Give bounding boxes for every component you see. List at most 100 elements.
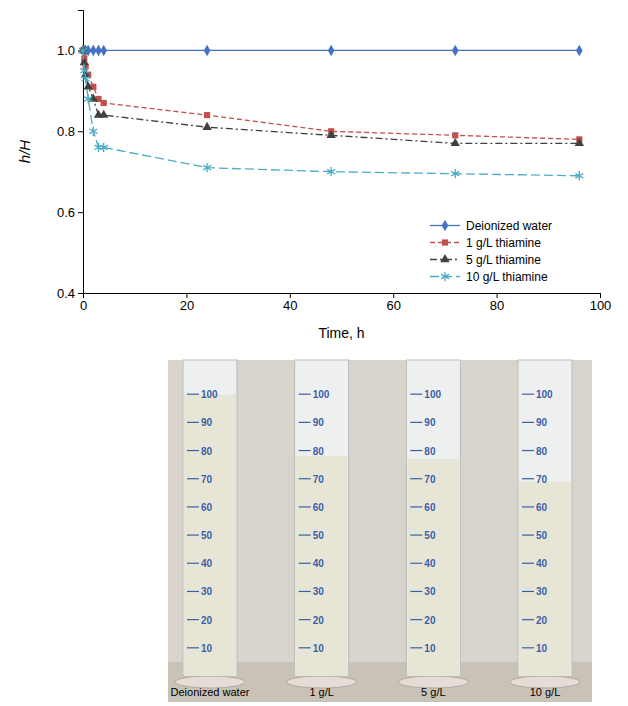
series-marker	[100, 143, 108, 152]
turbid-layer	[519, 482, 571, 676]
cylinder-label: Deionized water	[171, 686, 250, 698]
series-marker	[328, 45, 335, 56]
x-axis: 0 20 40 60 80 100	[80, 293, 611, 313]
y-tick-mark	[78, 293, 83, 294]
series-marker	[203, 163, 211, 172]
scale-tick	[187, 450, 199, 451]
scale-label: 50	[536, 530, 548, 541]
legend-marker	[442, 220, 449, 231]
scale-label: 40	[313, 558, 325, 569]
series-marker	[83, 81, 92, 89]
scale-label: 10	[536, 643, 548, 654]
y-tick-label: 0.4	[57, 286, 75, 301]
scale-tick	[522, 647, 534, 648]
scale-tick	[410, 450, 422, 451]
legend: Deionized water1 g/L thiamine5 g/L thiam…	[430, 219, 552, 284]
scale-tick	[410, 422, 422, 423]
y-tick-label: 1.0	[57, 43, 75, 58]
series-marker	[452, 45, 459, 56]
series-marker	[100, 45, 107, 56]
scale-label: 80	[201, 446, 213, 457]
series-marker	[101, 100, 107, 106]
scale-label: 10	[201, 643, 213, 654]
scale-tick	[187, 506, 199, 507]
scale-label: 60	[313, 502, 325, 513]
cylinder-glass	[406, 360, 460, 676]
legend-entry: 10 g/L thiamine	[430, 270, 548, 284]
series-marker	[89, 127, 97, 136]
scale-tick	[299, 534, 311, 535]
scale-tick	[410, 506, 422, 507]
scale-tick	[299, 506, 311, 507]
scale-label: 20	[424, 615, 436, 626]
scale-tick	[299, 478, 311, 479]
scale-tick	[522, 619, 534, 620]
scale-label: 60	[536, 502, 548, 513]
scale-tick	[299, 647, 311, 648]
scale-label: 70	[201, 474, 213, 485]
series-marker	[202, 122, 211, 130]
legend-marker	[442, 239, 448, 245]
scale-tick	[522, 450, 534, 451]
scale-label: 100	[536, 389, 553, 400]
scale-label: 10	[424, 643, 436, 654]
scale-tick	[187, 422, 199, 423]
cylinder-label: 10 g/L	[530, 686, 561, 698]
figure: 0.40.60.81.0020406080100Time, hh/HDeioni…	[0, 0, 628, 706]
series-line	[83, 50, 579, 143]
scale-label: 30	[313, 586, 325, 597]
scale-label: 40	[536, 558, 548, 569]
series-marker	[576, 45, 583, 56]
scale-tick	[187, 394, 199, 395]
scale-tick	[410, 591, 422, 592]
x-tick-label: 60	[386, 298, 400, 313]
series-marker	[82, 74, 90, 83]
scale-tick	[299, 450, 311, 451]
scale-tick	[299, 394, 311, 395]
x-tick-label: 40	[283, 298, 297, 313]
scale-label: 80	[313, 446, 325, 457]
scale-label: 90	[424, 417, 436, 428]
scale-label: 70	[424, 474, 436, 485]
cylinder: 10203040506070809010010 g/L	[510, 360, 580, 698]
scale-tick	[299, 591, 311, 592]
legend-entry: 1 g/L thiamine	[430, 236, 541, 250]
legend-label: 5 g/L thiamine	[466, 253, 541, 267]
cylinder-label: 1 g/L	[309, 686, 333, 698]
series-marker	[451, 138, 460, 146]
x-tick: 0	[80, 293, 87, 313]
x-tick: 80	[490, 293, 504, 313]
scale-label: 40	[201, 558, 213, 569]
x-tick: 20	[180, 293, 194, 313]
scale-label: 30	[201, 586, 213, 597]
scale-label: 90	[536, 417, 548, 428]
scale-label: 30	[424, 586, 436, 597]
scale-tick	[187, 534, 199, 535]
x-tick-label: 20	[180, 298, 194, 313]
legend-label: 10 g/L thiamine	[466, 270, 548, 284]
x-tick: 40	[283, 293, 297, 313]
scale-label: 100	[313, 389, 330, 400]
legend-marker	[440, 254, 449, 262]
scale-tick	[299, 422, 311, 423]
scale-tick	[299, 619, 311, 620]
scale-label: 70	[313, 474, 325, 485]
scale-label: 60	[424, 502, 436, 513]
y-tick: 0.6	[57, 205, 83, 220]
scale-label: 40	[424, 558, 436, 569]
series-marker	[94, 143, 102, 152]
x-tick: 100	[590, 293, 612, 313]
cylinder: 102030405060708090100Deionized water	[171, 360, 250, 698]
cylinder: 1020304050607080901005 g/L	[398, 360, 468, 698]
scale-label: 50	[424, 530, 436, 541]
series-marker	[327, 167, 335, 176]
scale-label: 90	[201, 417, 213, 428]
series-marker	[79, 46, 87, 55]
scale-tick	[187, 563, 199, 564]
x-axis-title: Time, h	[318, 325, 364, 341]
cylinder-label: 5 g/L	[421, 686, 445, 698]
series-marker	[204, 45, 211, 56]
scale-label: 90	[313, 417, 325, 428]
legend-entry: 5 g/L thiamine	[430, 253, 541, 267]
scale-tick	[522, 506, 534, 507]
